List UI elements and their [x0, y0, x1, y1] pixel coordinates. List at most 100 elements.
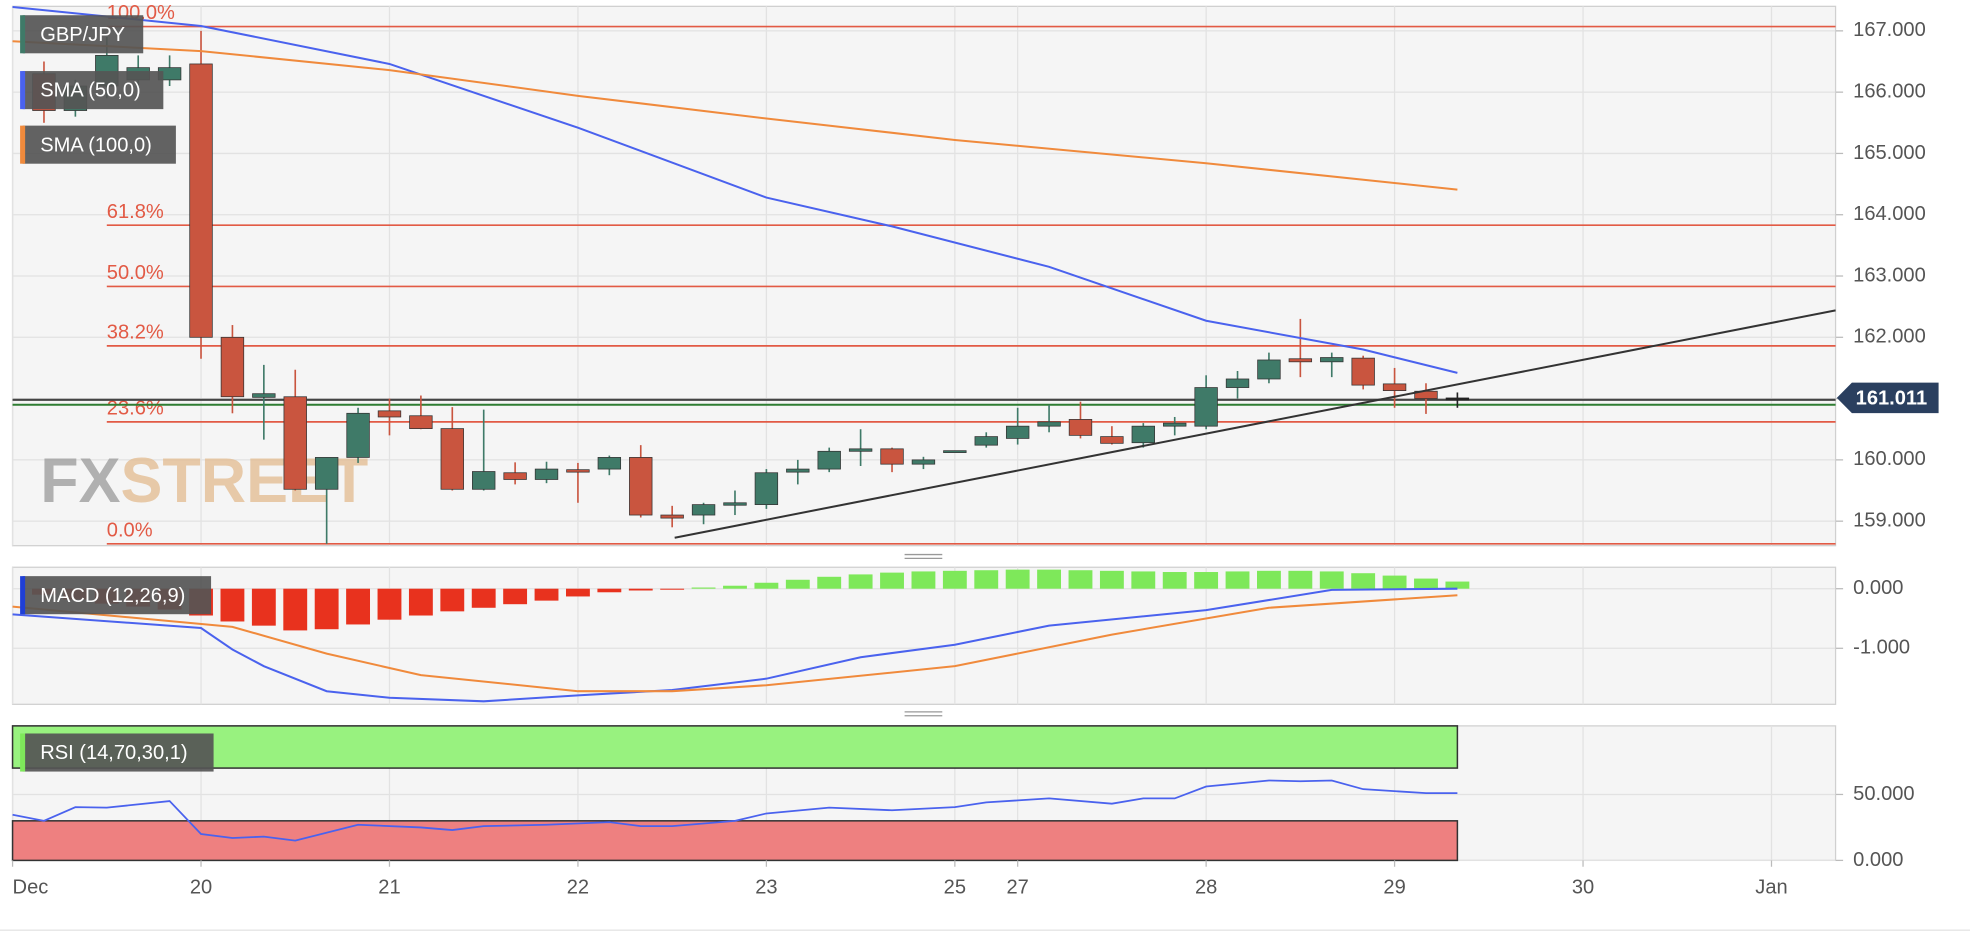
candle-body: [377, 410, 402, 418]
candle-body: [1100, 436, 1124, 444]
candle-body: [1037, 421, 1061, 427]
histogram-bar: [1131, 571, 1156, 589]
histogram-bar: [408, 588, 433, 616]
macd-line: [12, 594, 1458, 693]
histogram-bar: [1005, 569, 1030, 589]
candle-body: [597, 457, 622, 470]
x-tick-label: 22: [567, 877, 589, 899]
histogram-bar: [1445, 581, 1470, 589]
legend-box: [22, 733, 214, 772]
fib-label: 61.8%: [107, 201, 164, 223]
histogram-bar: [942, 570, 967, 589]
histogram-bar: [911, 571, 936, 589]
x-tick-label: 28: [1195, 877, 1217, 899]
y-tick-label: 164.000: [1853, 203, 1926, 225]
y-tick-label: 163.000: [1853, 264, 1926, 286]
x-tick-label: Dec: [13, 877, 49, 899]
watermark-part: FX: [40, 445, 120, 515]
x-tick-label: 27: [1006, 877, 1028, 899]
candle-body: [1131, 425, 1155, 444]
panel: 0.000 50.000 Dec 20 21 22 23 25 27 28 29 30 Jan: [11, 725, 1915, 899]
candle-body: [1288, 358, 1313, 363]
legend-swatch: [20, 125, 26, 164]
histogram-bar: [1225, 571, 1250, 589]
histogram-bar: [471, 588, 496, 608]
y-tick-label: -1.000: [1853, 637, 1910, 659]
candle-body: [817, 450, 841, 470]
candle-body: [848, 448, 873, 452]
histogram-bar: [817, 576, 842, 589]
candle-body: [314, 457, 339, 490]
y-tick-label: 162.000: [1853, 326, 1926, 348]
fib-label: 50.0%: [107, 262, 164, 284]
histogram-bar: [1162, 572, 1187, 589]
candle-body: [723, 502, 747, 506]
histogram-bar: [1414, 578, 1438, 589]
histogram-bar: [377, 588, 402, 620]
histogram-bar: [785, 579, 810, 589]
histogram-bar: [440, 588, 465, 612]
candle-body: [189, 63, 213, 338]
macd-line: [12, 587, 1458, 703]
legend-label: MACD (12,26,9): [40, 585, 185, 607]
candle-body: [691, 504, 716, 516]
rsi-zone: [11, 725, 1459, 769]
x-tick-label: 30: [1572, 877, 1594, 899]
candle-body: [1351, 357, 1375, 386]
candle-body: [409, 415, 433, 430]
histogram-bar: [1351, 573, 1376, 589]
trendline: [674, 309, 1836, 539]
candle-body: [911, 459, 936, 465]
pane-handles: [904, 553, 943, 717]
histogram-bar: [754, 582, 779, 589]
histogram-bar: [723, 585, 747, 589]
legend-box: [22, 15, 144, 54]
y-tick-label: 159.000: [1853, 509, 1926, 531]
x-tick-label: 20: [190, 877, 212, 899]
y-tick-label: 160.000: [1853, 448, 1926, 470]
histogram-bar: [503, 588, 528, 605]
histogram-bar: [1382, 575, 1407, 589]
fib-label: 38.2%: [107, 321, 164, 343]
histogram-bar: [597, 588, 622, 593]
histogram-bar: [848, 574, 873, 589]
histogram-bar: [974, 570, 999, 589]
histogram-bar: [1288, 570, 1313, 589]
x-tick-label: 23: [755, 877, 777, 899]
panel: 159.000160.000161.000162.000163.000164.0…: [11, 2, 1926, 547]
legend-swatch: [20, 576, 26, 615]
candle-body: [1005, 425, 1030, 439]
histogram-bar: [220, 588, 245, 622]
y-tick-label: 165.000: [1853, 142, 1926, 164]
legend-swatch: [20, 71, 26, 110]
candle-body: [1382, 383, 1407, 392]
sma-line: [12, 40, 1458, 191]
x-tick-label: 29: [1383, 877, 1405, 899]
legend-swatch: [20, 15, 26, 54]
y-tick-label: 167.000: [1853, 19, 1926, 41]
candle-body: [943, 450, 967, 453]
candle-body: [1257, 359, 1281, 380]
candle-body: [1163, 422, 1187, 427]
legend-label: GBP/JPY: [40, 24, 125, 46]
candle-body: [880, 448, 904, 465]
fib-label: 23.6%: [107, 397, 164, 419]
histogram-bar: [691, 587, 716, 589]
y-tick-label: 0.000: [1853, 577, 1903, 599]
legend-box: [22, 71, 164, 110]
histogram-bar: [1068, 570, 1093, 589]
last-price-tag: [1836, 382, 1939, 414]
histogram-bar: [565, 588, 590, 597]
y-tick-label: 166.000: [1853, 80, 1926, 102]
histogram-bar: [628, 588, 653, 591]
rsi-zone: [11, 820, 1459, 862]
histogram-bar: [534, 588, 559, 601]
legend-box: [22, 125, 176, 164]
last-price-label: 161.011: [1856, 387, 1927, 409]
rsi-line: [12, 779, 1458, 842]
x-tick-label: 25: [944, 877, 966, 899]
candle-body: [252, 393, 276, 398]
candle-body: [220, 336, 245, 398]
